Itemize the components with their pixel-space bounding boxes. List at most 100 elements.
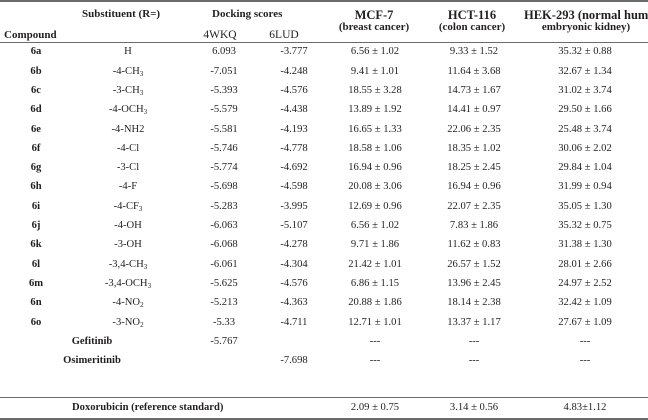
hct116-cell: --- (468, 335, 480, 347)
header-dock-4wkq: 4WKQ (203, 29, 237, 41)
hek293-cell: 25.48 ± 3.74 (558, 123, 612, 135)
hct116-cell: 18.25 ± 2.45 (447, 162, 501, 174)
substituent-text: -4-F (118, 181, 138, 193)
hek293-cell: 29.50 ± 1.66 (558, 104, 612, 116)
hek293-cell: 35.32 ± 0.75 (558, 220, 612, 232)
footer-rule (0, 397, 648, 398)
substituent-cell: H (72, 43, 184, 62)
hct116-cell: 14.73 ± 1.67 (447, 84, 501, 96)
table-row: 6o -3-NO2 -5.33 -4.711 12.71 ± 1.01 13.37 ± 1… (0, 313, 648, 332)
table-row: 6i -4-CF3 -5.283 -3.995 12.69 ± 0.96 22.07 ± … (0, 197, 648, 216)
compound-cell: 6e (31, 123, 41, 135)
substituent-text: -3,4-CH (108, 258, 144, 270)
substituent-cell: -3-CH3 (72, 82, 184, 101)
dock-4wkq-cell: -6.063 (210, 220, 238, 232)
mcf7-cell: 12.71 ± 1.01 (348, 316, 402, 328)
header-docking-scores: Docking scores (212, 8, 283, 20)
compound-cell: 6m (28, 277, 44, 289)
mcf7-cell: 13.89 ± 1.92 (348, 104, 402, 116)
substituent-text: -4-OCH (108, 104, 144, 116)
hct116-cell: 13.37 ± 1.17 (447, 316, 501, 328)
table-row: 6n -4-NO2 -5.213 -4.363 20.88 ± 1.86 18.14 ± … (0, 294, 648, 313)
compound-cell: 6f (31, 142, 41, 154)
compound-cell: 6o (30, 316, 42, 328)
hct116-cell: 26.57 ± 1.52 (447, 258, 501, 270)
dock-4wkq-cell: -5.393 (210, 84, 238, 96)
table-row: 6c -3-CH3 -5.393 -4.576 18.55 ± 3.28 14.73 ± … (0, 82, 648, 101)
doxorubicin-hek293: 4.83±1.12 (563, 402, 607, 413)
compound-cell: 6n (30, 297, 42, 309)
dock-4wkq-cell: -5.767 (210, 335, 238, 347)
compound-cell: 6b (30, 65, 42, 77)
doxorubicin-mcf7: 2.09 ± 0.75 (350, 402, 400, 413)
dock-4wkq-cell: -5.283 (210, 200, 238, 212)
hct116-cell: 16.94 ± 0.96 (447, 181, 501, 193)
header-mcf7-desc: (breast cancer) (338, 21, 410, 33)
header-hek293-line1: HEK-293 (normal human (524, 8, 648, 22)
dock-4wkq-cell (184, 352, 264, 371)
dock-6lud-cell: -4.576 (280, 277, 308, 289)
dock-6lud-cell: -4.304 (280, 258, 308, 270)
dock-4wkq-cell: -5.625 (210, 277, 238, 289)
dock-6lud-cell: -3.995 (280, 200, 308, 212)
substituent-text: -3,4-OCH (104, 277, 148, 289)
substituent-text: -4-CF (113, 200, 139, 212)
hct116-cell: 22.07 ± 2.35 (447, 200, 501, 212)
data-table: 6a H 6.093 -3.777 6.56 ± 1.02 9.33 ± 1.52 35.3… (0, 43, 648, 371)
dock-6lud-cell: -7.698 (280, 355, 308, 367)
dock-6lud-cell: -4.598 (280, 181, 308, 193)
mcf7-cell: --- (369, 335, 381, 347)
substituent-cell: -4-Cl (72, 139, 184, 158)
substituent-text: H (124, 46, 132, 58)
bottom-rule (0, 418, 648, 420)
mcf7-cell: 6.86 ± 1.15 (350, 277, 400, 289)
table-row: 6f -4-Cl -5.746 -4.778 18.58 ± 1.06 18.35 ± 1… (0, 139, 648, 158)
substituent-text: -4-NH2 (111, 123, 145, 135)
compound-cell: 6d (30, 104, 42, 116)
hek293-cell: 27.67 ± 1.09 (558, 316, 612, 328)
compound-cell: 6a (30, 46, 42, 58)
dock-6lud-cell: -4.711 (280, 316, 308, 328)
dock-4wkq-cell: -5.746 (210, 142, 238, 154)
compound-cell: 6l (31, 258, 41, 270)
substituent-text: -3-Cl (116, 162, 140, 174)
substituent-text: -4-Cl (116, 142, 140, 154)
hek293-cell: 31.02 ± 3.74 (558, 84, 612, 96)
mcf7-cell: 21.42 ± 1.01 (348, 258, 402, 270)
dock-4wkq-cell: 6.093 (212, 46, 236, 58)
dock-4wkq-cell: -6.068 (210, 239, 238, 251)
substituent-cell: -3-NO2 (72, 313, 184, 332)
mcf7-cell: 18.55 ± 3.28 (348, 84, 402, 96)
dock-6lud-cell: -4.692 (280, 162, 308, 174)
header-hct116-name: HCT-116 (447, 8, 497, 22)
dock-6lud-cell: -4.193 (280, 123, 308, 135)
dock-6lud-cell: -4.363 (280, 297, 308, 309)
substituent-cell: -3-Cl (72, 159, 184, 178)
substituent-cell: -3,4-OCH3 (72, 275, 184, 294)
header-mcf7-name: MCF-7 (354, 8, 394, 22)
hek293-cell: 32.67 ± 1.34 (558, 65, 612, 77)
mcf7-cell: 9.41 ± 1.01 (350, 65, 400, 77)
top-rule (0, 0, 648, 2)
hek293-cell: 35.05 ± 1.30 (558, 200, 612, 212)
table-row: 6b -4-CH3 -7.051 -4.248 9.41 ± 1.01 11.64 ± 3… (0, 62, 648, 81)
mcf7-cell: 16.94 ± 0.96 (348, 162, 402, 174)
dock-4wkq-cell: -7.051 (210, 65, 238, 77)
table-row: 6h -4-F -5.698 -4.598 20.08 ± 3.06 16.94 ± 0.… (0, 178, 648, 197)
header-dock-6lud: 6LUD (269, 29, 299, 41)
substituent-cell: -4-CH3 (72, 62, 184, 81)
control-name-cell: Osimeritinib (63, 355, 121, 367)
substituent-text: -4-CH (112, 65, 140, 77)
dock-6lud-cell: -3.777 (280, 46, 308, 58)
control-row: Gefitinib -5.767 --- --- --- (0, 332, 648, 351)
header-compound: Compound (4, 29, 57, 41)
dock-6lud-cell: -4.248 (280, 65, 308, 77)
doxorubicin-hct116: 3.14 ± 0.56 (449, 402, 499, 413)
table-row: 6j -4-OH -6.063 -5.107 6.56 ± 1.02 7.83 ± 1.8… (0, 217, 648, 236)
substituent-cell: -4-F (72, 178, 184, 197)
substituent-cell: -4-NO2 (72, 294, 184, 313)
substituent-cell: -4-CF3 (72, 197, 184, 216)
compound-cell: 6i (31, 200, 41, 212)
dock-6lud-cell: -4.278 (280, 239, 308, 251)
